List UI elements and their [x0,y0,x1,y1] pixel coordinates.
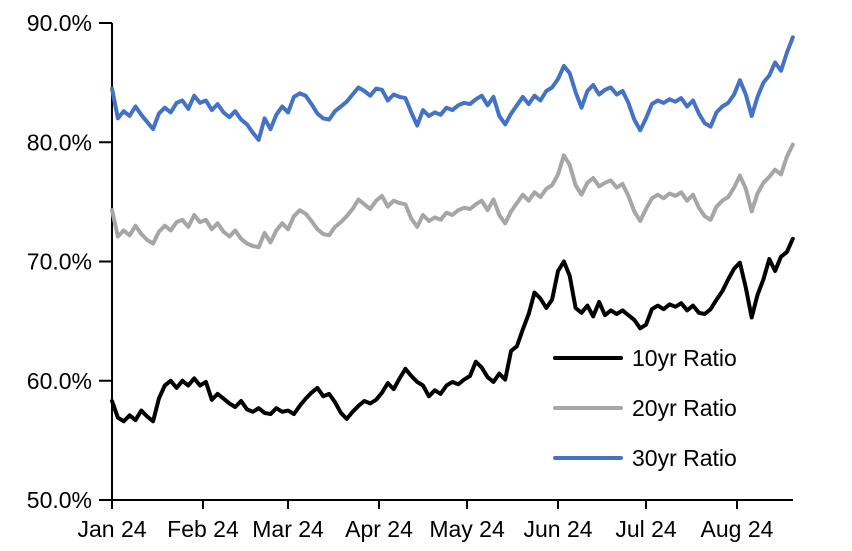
y-tick-label: 50.0% [27,487,92,513]
legend-label-20yr: 20yr Ratio [632,394,737,421]
legend-label-30yr: 30yr Ratio [632,444,737,471]
legend-item-20yr-ratio: 20yr Ratio [553,383,737,433]
legend-label-10yr: 10yr Ratio [632,344,737,371]
legend-line-swatch-30yr [553,456,623,460]
y-tick-label: 60.0% [27,368,92,394]
y-tick-label: 90.0% [27,10,92,36]
x-tick-label: Aug 24 [701,516,774,542]
x-tick-label: Jun 24 [523,516,592,542]
30yr-ratio-line [110,35,795,142]
legend: 10yr Ratio 20yr Ratio 30yr Ratio [553,333,737,483]
y-tick-label: 80.0% [27,129,92,155]
legend-item-30yr-ratio: 30yr Ratio [553,433,737,483]
legend-item-10yr-ratio: 10yr Ratio [553,333,737,383]
10yr-ratio-line [110,236,795,424]
y-tick-label: 70.0% [27,249,92,275]
x-tick-label: Mar 24 [252,516,324,542]
x-tick-label: Jan 24 [77,516,146,542]
x-tick-label: Feb 24 [167,516,239,542]
20yr-ratio-line [110,142,795,250]
x-tick-label: May 24 [429,516,505,542]
legend-line-swatch-10yr [553,356,623,360]
x-tick-label: Apr 24 [345,516,413,542]
x-tick-label: Jul 24 [615,516,677,542]
legend-line-swatch-20yr [553,406,623,410]
